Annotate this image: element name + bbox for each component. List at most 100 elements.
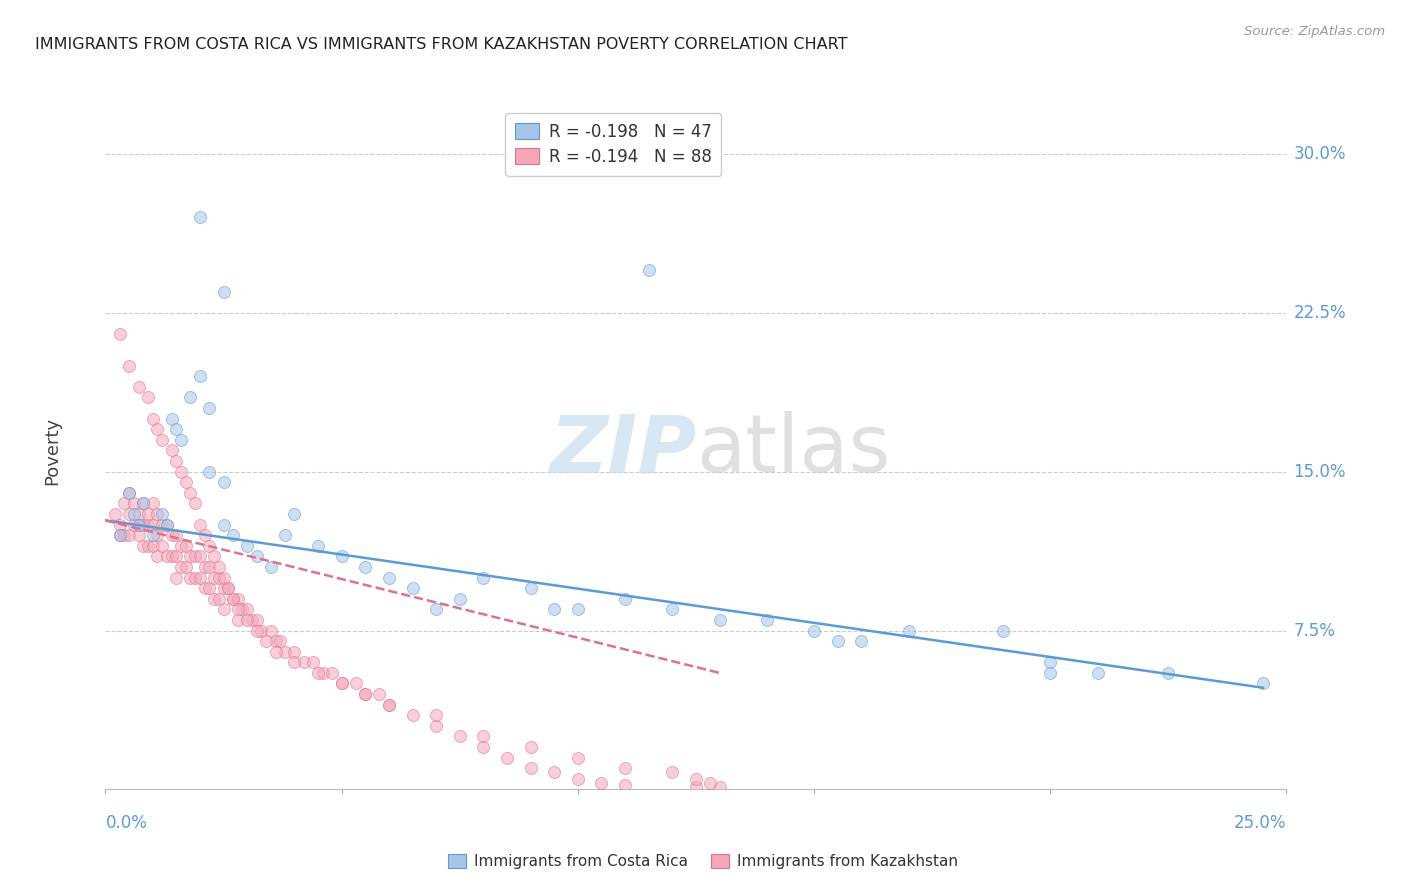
Point bbox=[198, 581, 221, 595]
Point bbox=[150, 517, 173, 532]
Point bbox=[132, 517, 155, 532]
Point bbox=[250, 624, 273, 638]
Point bbox=[330, 549, 353, 564]
Point bbox=[165, 549, 187, 564]
Point bbox=[543, 602, 565, 616]
Point bbox=[637, 263, 659, 277]
Point bbox=[425, 602, 447, 616]
Point bbox=[188, 571, 211, 585]
Point bbox=[226, 613, 249, 627]
Point bbox=[368, 687, 391, 701]
Point bbox=[231, 602, 253, 616]
Point bbox=[685, 780, 707, 795]
Point bbox=[378, 571, 401, 585]
Point bbox=[122, 517, 145, 532]
Point bbox=[198, 539, 221, 553]
Point bbox=[188, 369, 211, 384]
Point bbox=[132, 539, 155, 553]
Point bbox=[118, 528, 141, 542]
Point bbox=[519, 581, 541, 595]
Point bbox=[132, 496, 155, 510]
Text: ZIP: ZIP bbox=[548, 411, 696, 490]
Point bbox=[146, 507, 169, 521]
Point bbox=[212, 517, 235, 532]
Point bbox=[699, 776, 721, 790]
Point bbox=[661, 765, 683, 780]
Point bbox=[217, 581, 239, 595]
Point bbox=[274, 645, 297, 659]
Text: 30.0%: 30.0% bbox=[1294, 145, 1346, 163]
Text: 15.0%: 15.0% bbox=[1294, 463, 1346, 481]
Point bbox=[128, 517, 150, 532]
Point bbox=[142, 496, 165, 510]
Point bbox=[212, 285, 235, 299]
Point bbox=[519, 761, 541, 775]
Point bbox=[709, 613, 731, 627]
Point bbox=[179, 391, 201, 405]
Point bbox=[567, 750, 589, 764]
Point bbox=[194, 560, 217, 574]
Point bbox=[307, 665, 329, 680]
Point bbox=[174, 560, 197, 574]
Point bbox=[156, 549, 179, 564]
Point bbox=[194, 581, 217, 595]
Point bbox=[142, 539, 165, 553]
Point bbox=[142, 517, 165, 532]
Point bbox=[354, 560, 377, 574]
Point bbox=[496, 750, 519, 764]
Point bbox=[202, 571, 225, 585]
Point bbox=[330, 676, 353, 690]
Text: 0.0%: 0.0% bbox=[105, 814, 148, 832]
Point bbox=[170, 560, 193, 574]
Point bbox=[236, 613, 259, 627]
Point bbox=[212, 581, 235, 595]
Point bbox=[156, 517, 179, 532]
Point bbox=[222, 591, 245, 606]
Point bbox=[312, 665, 335, 680]
Point bbox=[755, 613, 778, 627]
Point bbox=[142, 411, 165, 425]
Point bbox=[236, 539, 259, 553]
Text: Poverty: Poverty bbox=[44, 417, 60, 484]
Point bbox=[264, 634, 287, 648]
Point bbox=[851, 634, 873, 648]
Point bbox=[661, 602, 683, 616]
Point bbox=[246, 549, 269, 564]
Point bbox=[354, 687, 377, 701]
Point bbox=[567, 602, 589, 616]
Point bbox=[212, 571, 235, 585]
Point bbox=[136, 507, 159, 521]
Point bbox=[136, 517, 159, 532]
Point bbox=[118, 507, 141, 521]
Point bbox=[188, 549, 211, 564]
Point bbox=[208, 571, 231, 585]
Point bbox=[146, 549, 169, 564]
Point bbox=[246, 624, 269, 638]
Point bbox=[174, 539, 197, 553]
Point bbox=[240, 613, 263, 627]
Point bbox=[260, 624, 283, 638]
Point bbox=[283, 645, 305, 659]
Point bbox=[401, 581, 423, 595]
Point bbox=[160, 443, 183, 458]
Point bbox=[378, 698, 401, 712]
Point bbox=[150, 433, 173, 447]
Point bbox=[160, 411, 183, 425]
Point bbox=[226, 591, 249, 606]
Text: 25.0%: 25.0% bbox=[1234, 814, 1286, 832]
Point bbox=[212, 475, 235, 490]
Point bbox=[344, 676, 367, 690]
Text: atlas: atlas bbox=[696, 411, 890, 490]
Point bbox=[472, 571, 495, 585]
Point bbox=[246, 613, 269, 627]
Point bbox=[567, 772, 589, 786]
Point bbox=[991, 624, 1014, 638]
Point bbox=[321, 665, 343, 680]
Legend: R = -0.198   N = 47, R = -0.194   N = 88: R = -0.198 N = 47, R = -0.194 N = 88 bbox=[505, 113, 721, 176]
Point bbox=[274, 528, 297, 542]
Point bbox=[179, 571, 201, 585]
Point bbox=[614, 591, 637, 606]
Point bbox=[401, 708, 423, 723]
Point bbox=[146, 422, 169, 436]
Point bbox=[160, 549, 183, 564]
